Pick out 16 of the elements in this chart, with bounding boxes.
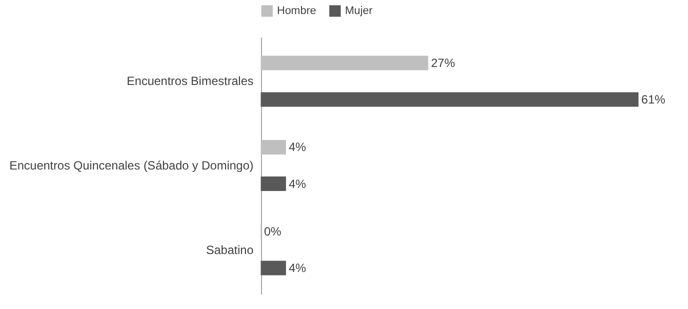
data-label: 61% — [641, 92, 666, 106]
legend-label: Hombre — [277, 5, 316, 17]
y-tick-label: Encuentros Bimestrales — [126, 74, 254, 88]
bar — [260, 140, 286, 154]
data-label: 27% — [430, 56, 456, 70]
data-label: 0% — [264, 224, 282, 239]
y-tick-label: Sabatino — [206, 242, 254, 257]
bar — [260, 260, 286, 276]
bar — [260, 92, 639, 107]
bar — [260, 176, 286, 192]
data-label: 4% — [288, 140, 306, 154]
legend-label: Mujer — [345, 5, 373, 17]
y-tick-label: Encuentros Quincenales (Sábado y Domingo) — [9, 158, 254, 172]
data-label: 4% — [288, 176, 306, 191]
data-label: 4% — [288, 261, 306, 276]
bar — [260, 56, 428, 70]
